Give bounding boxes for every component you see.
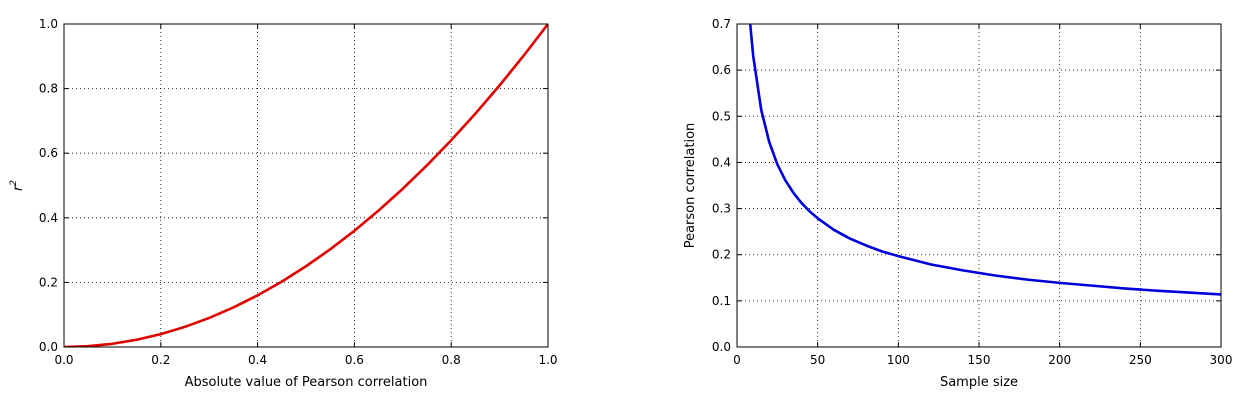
series-line-0 xyxy=(748,24,1221,296)
y-tick-label: 0.7 xyxy=(712,17,731,31)
y-tick-label: 0.0 xyxy=(39,340,58,354)
y-tick-label: 0.0 xyxy=(712,340,731,354)
x-tick-label: 0.0 xyxy=(54,353,73,367)
x-tick-label: 150 xyxy=(968,353,991,367)
y-axis-label-base: r xyxy=(11,184,26,191)
y-tick-label: 0.4 xyxy=(39,211,58,225)
tick-marks xyxy=(63,23,549,348)
plot-area xyxy=(748,24,1221,296)
x-tick-label: 200 xyxy=(1048,353,1071,367)
y-tick-label: 0.2 xyxy=(712,248,731,262)
chart-pearson-vs-sample-size: 0 50 100 150 200 250 300 0.0 0.1 0.2 0.3 0.4 0.5 0.6… xyxy=(683,17,1232,390)
y-axis-label: Pearson correlation xyxy=(683,123,698,249)
y-tick-label: 0.6 xyxy=(39,146,58,160)
chart-r-squared: 0.0 0.2 0.4 0.6 0.8 1.0 0.0 0.2 0.4 0.6 0.8 1.0 Ab… xyxy=(9,17,558,390)
x-axis-label: Absolute value of Pearson correlation xyxy=(185,375,428,390)
x-tick-label: 300 xyxy=(1210,353,1233,367)
x-tick-label: 1.0 xyxy=(538,353,557,367)
y-tick-label: 0.8 xyxy=(39,82,58,96)
x-tick-label: 0 xyxy=(733,353,741,367)
tick-marks xyxy=(736,23,1222,348)
x-tick-labels: 0.0 0.2 0.4 0.6 0.8 1.0 xyxy=(54,353,557,367)
y-axis-label-superscript: 2 xyxy=(9,180,19,186)
x-tick-label: 0.2 xyxy=(151,353,170,367)
y-tick-labels: 0.0 0.2 0.4 0.6 0.8 1.0 xyxy=(39,17,58,354)
x-tick-label: 0.4 xyxy=(248,353,267,367)
x-axis-label: Sample size xyxy=(940,375,1018,390)
x-tick-labels: 0 50 100 150 200 250 300 xyxy=(733,353,1232,367)
grid xyxy=(737,24,1221,347)
y-tick-label: 1.0 xyxy=(39,17,58,31)
series-line-0 xyxy=(64,24,548,347)
grid xyxy=(64,24,548,347)
y-axis-label: r2 xyxy=(9,180,26,191)
x-tick-label: 0.6 xyxy=(345,353,364,367)
plot-area xyxy=(64,24,548,347)
x-tick-label: 250 xyxy=(1129,353,1152,367)
x-tick-label: 50 xyxy=(810,353,825,367)
y-tick-label: 0.1 xyxy=(712,294,731,308)
y-tick-label: 0.3 xyxy=(712,202,731,216)
x-tick-label: 100 xyxy=(887,353,910,367)
y-tick-label: 0.4 xyxy=(712,155,731,169)
y-tick-label: 0.6 xyxy=(712,63,731,77)
x-tick-label: 0.8 xyxy=(442,353,461,367)
axes-frame xyxy=(63,23,549,348)
y-tick-label: 0.5 xyxy=(712,109,731,123)
y-tick-label: 0.2 xyxy=(39,275,58,289)
y-tick-labels: 0.0 0.1 0.2 0.3 0.4 0.5 0.6 0.7 xyxy=(712,17,731,354)
